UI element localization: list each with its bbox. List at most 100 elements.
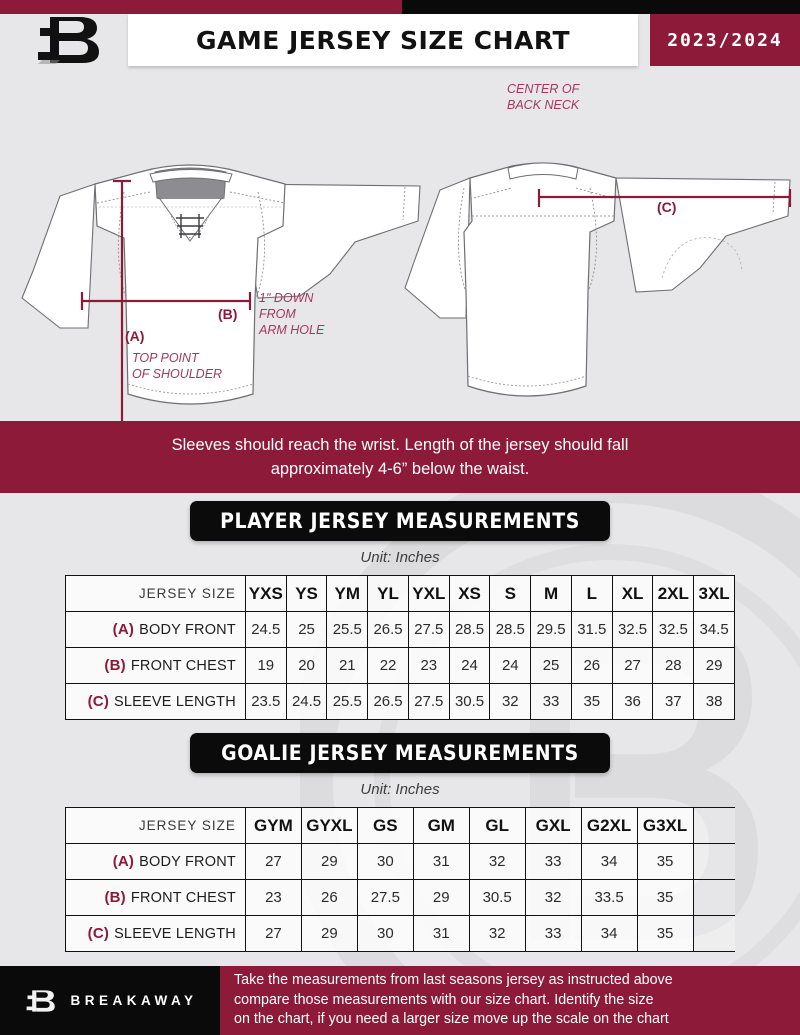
row-header-label: JERSEY SIZE (65, 575, 246, 612)
measurement-cell: 31 (412, 843, 470, 880)
measurement-cell: 26 (300, 879, 358, 916)
marker-a-code: (A) (125, 328, 145, 344)
measurement-cell: 32 (468, 915, 526, 952)
measurement-cell: 27.5 (407, 611, 450, 648)
measurement-cell: 20 (285, 647, 328, 684)
measurement-cell: 35 (636, 915, 694, 952)
measurement-cell: 30 (356, 843, 414, 880)
page-title: GAME JERSEY SIZE CHART (195, 25, 571, 55)
footer-instructions: Take the measurements from last seasons … (220, 966, 800, 1035)
fit-note-line-2: approximately 4-6” below the waist. (270, 460, 530, 478)
measurement-cell: 19 (244, 647, 287, 684)
measurement-cell: 34.5 (693, 611, 735, 648)
measurement-cell: 24 (448, 647, 491, 684)
fit-note-banner: Sleeves should reach the wrist. Length o… (0, 421, 800, 493)
table-filler-cell (692, 915, 735, 952)
player-unit-label: Unit: Inches (360, 549, 440, 566)
marker-b-code: (B) (218, 306, 238, 322)
measurement-cell: 27 (611, 647, 654, 684)
row-header-label: JERSEY SIZE (65, 807, 246, 844)
table-row: (B) FRONT CHEST 23 26 27.5 29 30.5 32 33.5 35 (65, 879, 735, 916)
measurement-cell: 35 (636, 843, 694, 880)
goalie-section-heading-text: GOALIE JERSEY MEASUREMENTS (221, 741, 579, 765)
brand-logo (14, 14, 119, 66)
measurement-cell: 34 (580, 915, 638, 952)
front-jersey-illustration (21, 164, 421, 435)
size-column-header: 2XL (652, 575, 695, 612)
size-column-header: YXS (244, 575, 287, 612)
measurement-cell: 35 (570, 683, 613, 720)
marker-a-label: TOP POINT OF SHOULDER (132, 350, 222, 382)
season-badge: 2023/2024 (650, 14, 800, 66)
marker-c-label-line1: CENTER OF (507, 82, 580, 96)
table-filler-cell (692, 879, 735, 916)
measurement-cell: 26 (570, 647, 613, 684)
size-column-header: 3XL (693, 575, 735, 612)
measurement-cell: 24.5 (285, 683, 328, 720)
measurement-cell: 23 (244, 879, 302, 916)
table-filler-cell (692, 843, 735, 880)
size-column-header: L (570, 575, 613, 612)
measurement-cell: 36 (611, 683, 654, 720)
measurement-cell: 35 (636, 879, 694, 916)
measurement-cell: 27.5 (407, 683, 450, 720)
fit-note-line-1: Sleeves should reach the wrist. Length o… (171, 436, 629, 454)
table-header-row: JERSEY SIZE YXS YS YM YL YXL XS S M L XL 2XL 3XL (65, 575, 735, 612)
footer-brand: BREAKAWAY (0, 966, 220, 1035)
footer-instructions-line-2: compare those measurements with our size… (234, 991, 654, 1008)
size-column-header: GS (356, 807, 414, 844)
size-column-header: GM (412, 807, 470, 844)
measure-line-b (80, 292, 252, 310)
size-column-header: G2XL (580, 807, 638, 844)
measurement-code: (B) (104, 657, 126, 674)
page-title-container: GAME JERSEY SIZE CHART (128, 14, 638, 66)
measurement-code: (A) (112, 621, 135, 638)
size-column-header: XS (448, 575, 491, 612)
footer-instructions-line-1: Take the measurements from last seasons … (234, 972, 673, 989)
measurement-cell: 29 (300, 843, 358, 880)
table-row: (C) SLEEVE LENGTH 23.5 24.5 25.5 26.5 27.5 30.5… (65, 683, 735, 720)
player-table-body: JERSEY SIZE YXS YS YM YL YXL XS S M L XL 2XL 3XL (A) B… (65, 575, 735, 720)
marker-a-label-line1: TOP POINT (132, 351, 199, 365)
back-jersey-illustration (404, 162, 792, 397)
table-row: (A) BODY FRONT 27 29 30 31 32 33 34 35 (65, 843, 735, 880)
measurement-cell: 25.5 (326, 683, 369, 720)
top-accent-strip (0, 0, 800, 14)
size-column-header: G3XL (636, 807, 694, 844)
measurement-cell: 33.5 (580, 879, 638, 916)
table-row: (B) FRONT CHEST 19 20 21 22 23 24 24 25 26 27 28 29 (65, 647, 735, 684)
player-section-heading-text: PLAYER JERSEY MEASUREMENTS (220, 509, 580, 533)
measurement-cell: 29 (300, 915, 358, 952)
jersey-diagrams-svg (21, 162, 792, 435)
measurement-code: (B) (104, 889, 126, 906)
measurement-cell: 30.5 (448, 683, 491, 720)
marker-c-label-line2: BACK NECK (507, 98, 580, 112)
size-column-header: M (530, 575, 572, 612)
goalie-unit-label: Unit: Inches (360, 781, 440, 798)
measurement-cell: 28.5 (489, 611, 532, 648)
measurement-cell: 27.5 (356, 879, 414, 916)
measurement-code: (A) (112, 853, 135, 870)
measurement-cell: 38 (693, 683, 735, 720)
measurement-row-label: (A) BODY FRONT (65, 843, 246, 880)
measurement-cell: 25 (285, 611, 328, 648)
size-column-header: YXL (407, 575, 450, 612)
jersey-illustration-area: (A) TOP POINT OF SHOULDER (B) 1" DOWN FR… (0, 66, 800, 435)
page-footer: BREAKAWAY Take the measurements from las… (0, 966, 800, 1035)
goalie-measurements-table: JERSEY SIZE GYM GYXL GS GM GL GXL G2XL G3XL (A) BO… (65, 807, 735, 952)
measurement-cell: 32.5 (652, 611, 695, 648)
measurement-cell: 23 (407, 647, 450, 684)
measurement-cell: 27 (244, 915, 302, 952)
measurement-cell: 29 (693, 647, 735, 684)
measurement-cell: 28.5 (448, 611, 491, 648)
table-header-row: JERSEY SIZE GYM GYXL GS GM GL GXL G2XL G3XL (65, 807, 735, 844)
measurement-cell: 37 (652, 683, 695, 720)
marker-b-label: 1" DOWN FROM ARM HOLE (259, 290, 324, 338)
measurement-row-label: (A) BODY FRONT (65, 611, 246, 648)
goalie-section-heading: GOALIE JERSEY MEASUREMENTS (190, 733, 610, 773)
size-column-header: GYXL (300, 807, 358, 844)
measurement-code: (C) (87, 925, 110, 942)
marker-b-label-line2: FROM (259, 307, 296, 321)
marker-a-label-line2: OF SHOULDER (132, 367, 223, 381)
table-filler-cell (692, 807, 735, 844)
